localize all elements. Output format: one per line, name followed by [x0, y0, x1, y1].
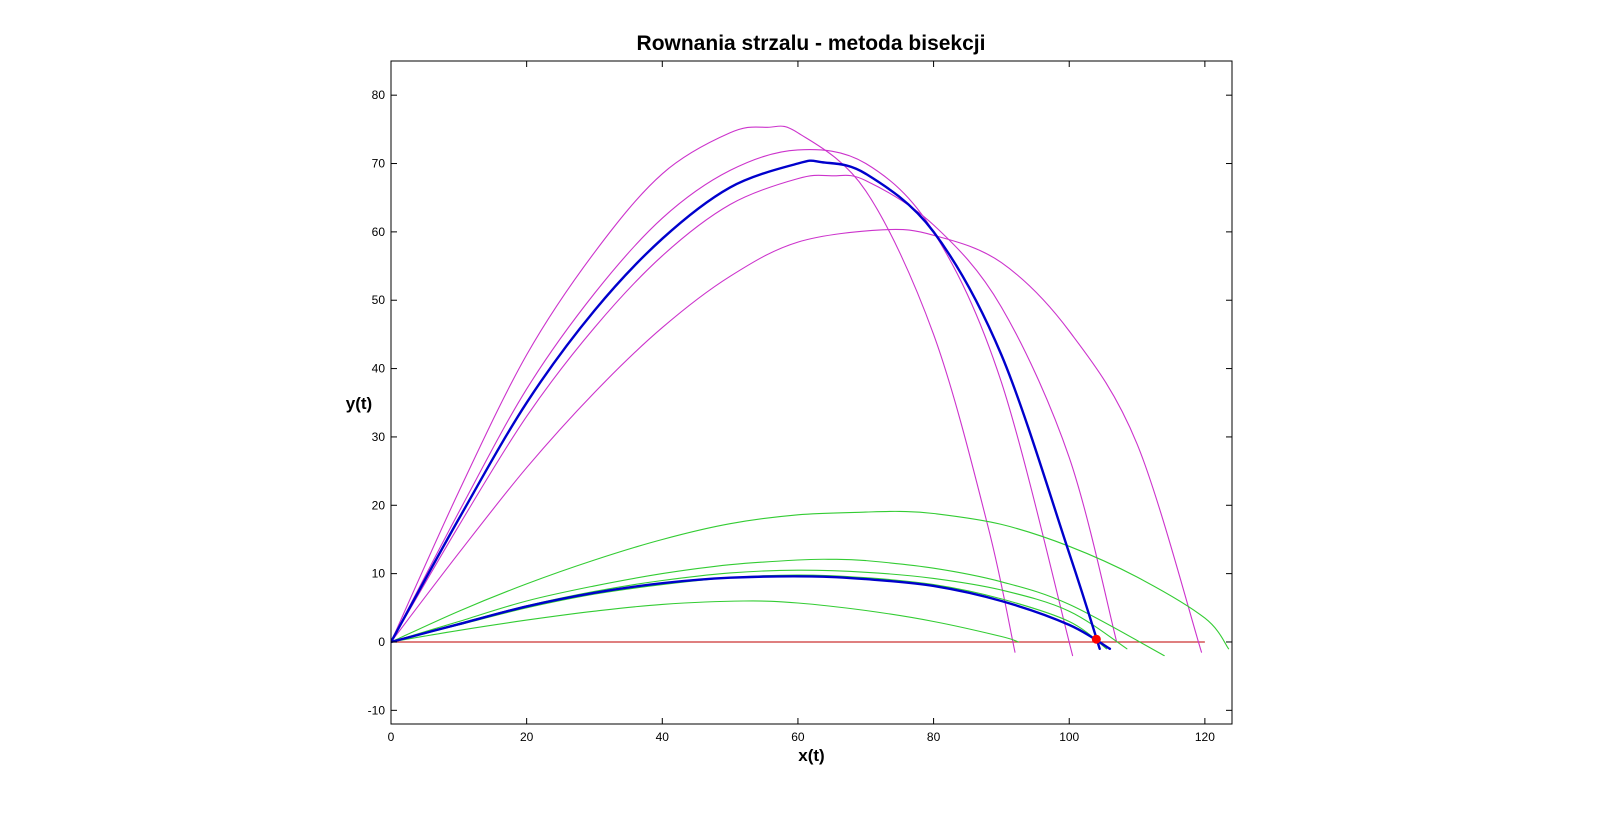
x-tick-label: 40: [656, 730, 670, 744]
y-tick-label: 30: [372, 430, 386, 444]
chart-title: Rownania strzalu - metoda bisekcji: [637, 32, 986, 55]
x-axis-label: x(t): [798, 746, 824, 765]
trajectory-solution: [391, 159, 1101, 650]
x-tick-label: 0: [388, 730, 395, 744]
trajectory-low-angle: [391, 569, 1128, 650]
trajectory-high-angle: [391, 125, 1016, 653]
x-tick-label: 120: [1195, 730, 1215, 744]
trajectory-high-angle: [391, 149, 1074, 657]
trajectory-solution: [391, 575, 1112, 650]
x-tick-label: 20: [520, 730, 534, 744]
x-tick-label: 80: [927, 730, 941, 744]
y-tick-label: 50: [372, 293, 386, 307]
y-tick-label: 20: [372, 498, 386, 512]
target-point: [1091, 634, 1101, 644]
y-tick-label: 10: [372, 567, 386, 581]
x-tick-label: 60: [791, 730, 805, 744]
y-tick-label: 40: [372, 362, 386, 376]
y-axis-label: y(t): [346, 394, 372, 413]
trajectories: [391, 125, 1230, 657]
y-tick-label: -10: [368, 703, 386, 717]
x-tick-label: 100: [1059, 730, 1079, 744]
trajectory-low-angle: [391, 558, 1165, 657]
y-tick-label: 80: [372, 88, 386, 102]
trajectory-high-angle: [391, 174, 1118, 643]
y-tick-label: 70: [372, 157, 386, 171]
trajectory-low-angle: [391, 510, 1230, 650]
y-tick-label: 0: [378, 635, 385, 649]
trajectory-high-angle: [391, 228, 1203, 653]
axes-box: [390, 60, 1233, 725]
trajectory-low-angle: [391, 600, 1019, 643]
plot-area: [391, 125, 1230, 657]
trajectory-low-angle: [391, 574, 1108, 650]
y-tick-label: 60: [372, 225, 386, 239]
